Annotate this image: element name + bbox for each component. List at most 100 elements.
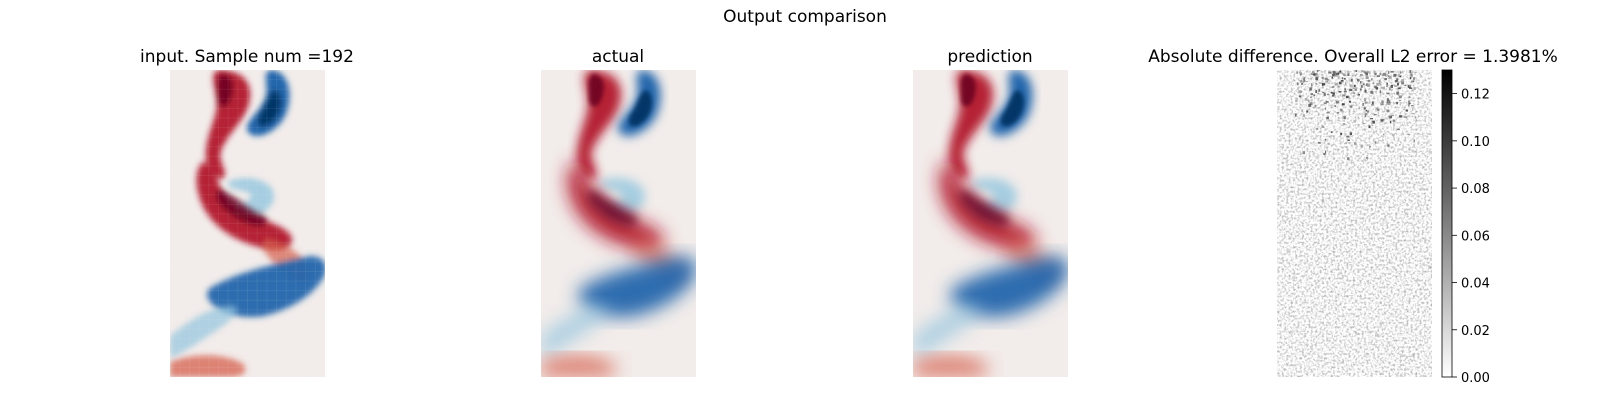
difference-speckle — [1382, 340, 1384, 342]
difference-speckle — [1380, 185, 1382, 188]
difference-speckle — [1305, 81, 1308, 83]
heatmap-prediction-vortices — [913, 70, 1068, 377]
difference-speckle — [1408, 330, 1410, 332]
difference-speckle — [1427, 205, 1429, 207]
difference-speckle — [1324, 138, 1327, 141]
difference-speckle — [1340, 132, 1343, 136]
difference-speckle — [1410, 73, 1413, 77]
difference-speckle — [1393, 74, 1397, 77]
difference-speckle — [1304, 273, 1308, 276]
difference-speckle — [1277, 375, 1281, 377]
difference-speckle — [1303, 77, 1306, 80]
difference-speckle — [1304, 171, 1306, 174]
difference-speckle — [1309, 87, 1312, 91]
difference-speckle — [1383, 119, 1385, 121]
difference-speckle — [1389, 262, 1392, 264]
difference-speckle — [1379, 90, 1382, 94]
difference-speckle — [1408, 103, 1410, 107]
difference-speckle — [1366, 156, 1369, 159]
heatmap-difference — [1277, 70, 1432, 377]
difference-speckle — [1426, 268, 1429, 273]
difference-speckle — [1324, 363, 1327, 366]
difference-speckle — [1336, 101, 1340, 104]
difference-speckle — [1354, 331, 1357, 335]
difference-speckle — [1342, 123, 1346, 125]
difference-speckle — [1360, 88, 1362, 91]
difference-speckle — [1349, 105, 1353, 108]
difference-speckle — [1383, 72, 1386, 76]
difference-speckle — [1408, 96, 1411, 98]
colorbar-tick-label: 0.00 — [1461, 371, 1490, 386]
difference-speckle — [1299, 137, 1301, 141]
difference-speckle — [1336, 295, 1339, 299]
difference-speckle — [1368, 125, 1371, 129]
difference-speckle — [1311, 77, 1314, 79]
difference-speckle — [1430, 258, 1432, 261]
difference-speckle — [1398, 314, 1400, 317]
difference-speckle — [1362, 102, 1364, 106]
difference-speckle — [1305, 282, 1307, 285]
difference-speckle — [1388, 102, 1391, 105]
difference-speckle — [1396, 271, 1399, 274]
difference-speckle — [1324, 77, 1328, 80]
difference-speckle — [1398, 180, 1401, 183]
difference-speckle — [1367, 281, 1370, 285]
difference-speckle — [1405, 355, 1408, 359]
difference-speckle — [1335, 360, 1339, 362]
difference-speckle — [1337, 162, 1341, 165]
heatmap-prediction-blue-top-core — [1000, 90, 1025, 127]
difference-speckle — [1362, 123, 1366, 124]
difference-speckle — [1362, 70, 1364, 72]
difference-speckle — [1354, 74, 1357, 76]
difference-speckle — [1305, 353, 1307, 355]
difference-speckle — [1401, 79, 1404, 81]
difference-speckle — [1313, 73, 1316, 76]
difference-speckle — [1375, 108, 1378, 110]
difference-speckle — [1355, 70, 1358, 72]
difference-speckle — [1350, 167, 1353, 170]
difference-speckle — [1366, 167, 1368, 171]
heatmap-actual-red-top-core — [588, 74, 604, 107]
difference-speckle — [1306, 222, 1310, 226]
difference-speckle — [1350, 84, 1353, 88]
heatmap-actual-red-mid-vortex — [567, 162, 664, 251]
colorbar-tick-label: 0.10 — [1461, 135, 1490, 150]
difference-speckle — [1424, 166, 1427, 169]
difference-speckle — [1286, 248, 1289, 251]
difference-speckle — [1394, 164, 1396, 166]
difference-speckle — [1402, 133, 1405, 136]
difference-speckle — [1312, 153, 1314, 156]
difference-speckle — [1334, 299, 1337, 302]
difference-speckle — [1347, 157, 1350, 161]
difference-speckle — [1315, 128, 1319, 130]
heatmap-actual-red-top-vortex — [576, 70, 622, 179]
difference-speckle — [1358, 276, 1362, 278]
difference-speckle — [1405, 109, 1408, 112]
difference-speckle — [1341, 72, 1344, 74]
heatmap-prediction-red-bottom — [913, 355, 989, 377]
difference-speckle — [1416, 278, 1419, 281]
panel-title-prediction: prediction — [947, 47, 1032, 67]
difference-speckle — [1295, 328, 1298, 332]
difference-speckle — [1327, 93, 1329, 96]
difference-speckle — [1303, 80, 1306, 82]
figure-suptitle: Output comparison — [723, 7, 887, 27]
difference-speckle — [1310, 293, 1312, 296]
difference-speckle — [1406, 300, 1410, 302]
difference-speckle — [1374, 86, 1377, 89]
difference-speckle — [1331, 86, 1335, 88]
difference-speckle — [1427, 319, 1430, 322]
difference-speckle — [1427, 141, 1431, 143]
difference-speckle — [1343, 315, 1346, 317]
difference-speckle — [1408, 103, 1411, 105]
difference-speckle — [1297, 87, 1299, 90]
difference-speckle — [1388, 115, 1391, 119]
difference-speckle — [1401, 81, 1405, 85]
difference-speckle — [1372, 223, 1375, 225]
difference-speckle — [1317, 70, 1320, 72]
difference-speckle — [1360, 70, 1363, 73]
difference-speckle — [1404, 212, 1408, 214]
difference-speckle — [1382, 286, 1385, 289]
difference-speckle — [1386, 100, 1389, 104]
difference-speckle — [1293, 233, 1297, 235]
